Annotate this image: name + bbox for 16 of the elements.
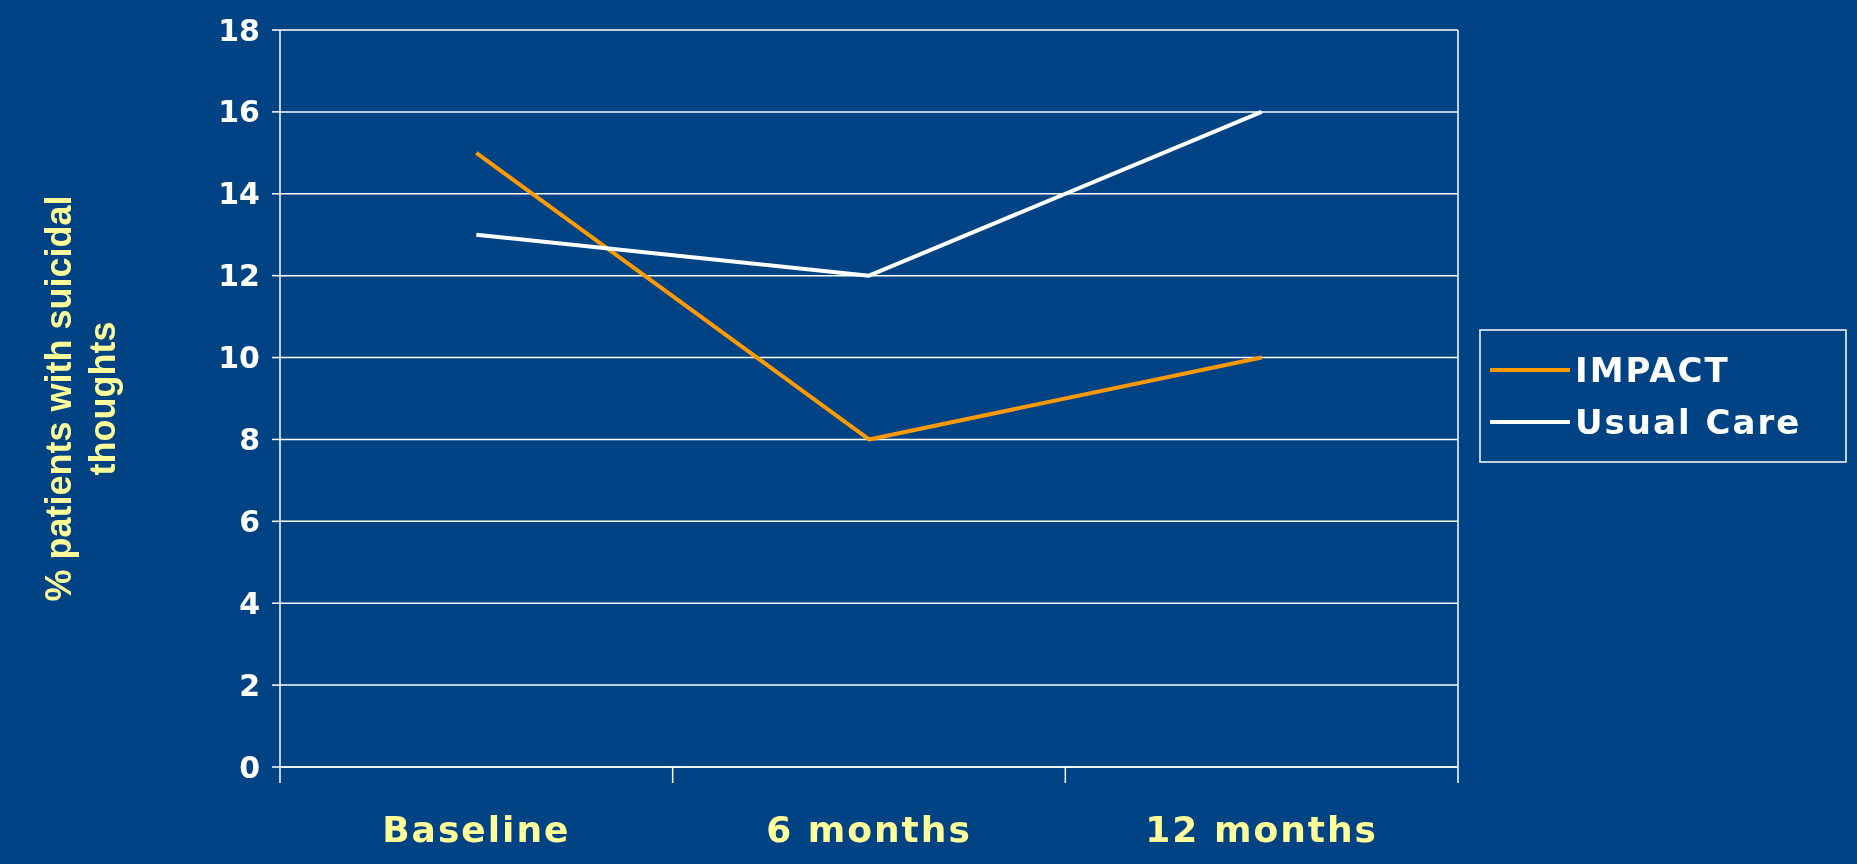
x-tick-label: Baseline xyxy=(382,809,571,850)
y-tick-label: 12 xyxy=(218,258,260,294)
y-tick-label: 14 xyxy=(218,176,260,212)
y-tick-label: 6 xyxy=(239,503,260,539)
y-tick-label: 8 xyxy=(239,421,260,457)
y-tick-label: 0 xyxy=(239,749,260,785)
x-tick-label: 6 months xyxy=(766,809,972,850)
y-axis-title: % patients with suicidal thoughts xyxy=(38,195,123,602)
y-tick-label: 18 xyxy=(218,12,260,48)
x-tick-label: 12 months xyxy=(1145,809,1379,850)
y-tick-label: 2 xyxy=(239,667,260,703)
y-tick-label: 4 xyxy=(239,585,260,621)
legend-label: IMPACT xyxy=(1575,349,1730,390)
legend-label: Usual Care xyxy=(1575,401,1802,442)
y-tick-label: 10 xyxy=(218,340,260,376)
y-tick-label: 16 xyxy=(218,94,260,130)
